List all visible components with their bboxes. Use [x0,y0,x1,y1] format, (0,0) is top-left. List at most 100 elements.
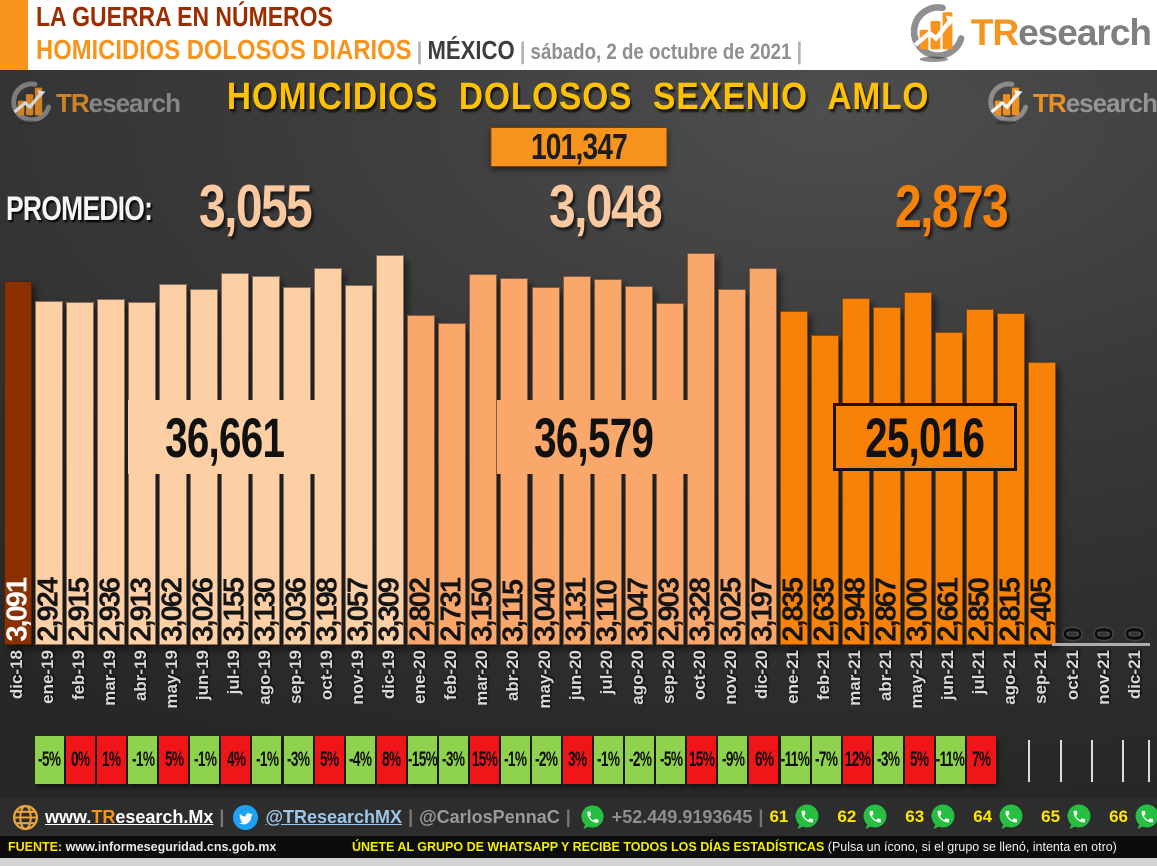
bar-column-nov-19: 3,057 [342,70,375,645]
bar [655,303,684,645]
bar-value-label: 2,867 [870,579,903,642]
month-label: sep-20 [658,650,678,704]
bar-column-ene-20: 2,802 [404,70,437,645]
month-label: sep-21 [1031,650,1051,704]
whatsapp-group-63[interactable]: 63 [905,803,957,831]
whatsapp-group-icon[interactable] [929,803,957,831]
bar-column-mar-21: 2,948 [840,70,872,645]
pct-cell-jun-21: -11% [935,736,965,784]
twitter-handle-link[interactable]: @TResearchMX [265,806,403,827]
bar-value-label: 2,936 [94,579,127,642]
bar-value-label: 3,130 [249,579,282,642]
twitter-icon[interactable] [232,804,259,831]
brand-prefix: TR [1033,87,1067,118]
pct-axis-tick [1028,740,1031,782]
month-label: dic-18 [6,650,26,700]
whatsapp-groups: 61 62 63 64 65 66 [769,803,1157,831]
period-total-2019: 36,661 [128,400,322,474]
bar [873,307,902,645]
bar-value-label: 3,150 [466,579,499,642]
month-label: abr-20 [503,650,523,702]
bar-value-label: 2,903 [653,579,686,642]
bar-column-dic-19: 3,309 [374,70,406,645]
whatsapp-group-icon[interactable] [1133,803,1157,831]
bar-value-label: 3,091 [1,579,33,642]
pct-axis-tick [1148,740,1150,782]
whatsapp-group-icon[interactable] [793,803,821,831]
pct-axis-tick [1090,740,1093,782]
bar-column-oct-20: 3,328 [684,70,716,645]
separator: | [408,806,414,827]
bar-value-label: 3,057 [342,579,375,642]
whatsapp-group-icon[interactable] [1065,803,1093,831]
pct-cell-jul-20: -1% [594,736,624,784]
whatsapp-cta: ÚNETE AL GRUPO DE WHATSAPP Y RECIBE TODO… [352,836,1117,858]
whatsapp-group-61[interactable]: 61 [769,803,821,831]
promedio-label: PROMEDIO: [6,190,153,228]
whatsapp-group-64[interactable]: 64 [973,803,1025,831]
bar [438,323,467,645]
whatsapp-group-62[interactable]: 62 [837,803,889,831]
bar-value-label: 0 [1121,629,1150,641]
bar-column-dic-18: 3,091 [1,70,33,645]
bar-column-sep-19: 3,036 [281,70,313,645]
month-label: oct-20 [689,650,709,701]
separator: | [796,38,803,65]
month-label: nov-20 [720,650,740,705]
whatsapp-group-number: 62 [837,807,857,826]
globe-icon [12,804,39,830]
bar-value-label: 3,000 [901,579,934,642]
month-label: feb-20 [441,650,461,701]
bar [3,280,32,645]
cta-note: (Pulsa un ícono, si el grupo se llenó, i… [827,840,1117,854]
personal-handle[interactable]: @CarlosPennaC [419,806,560,827]
whatsapp-group-icon[interactable] [997,803,1025,831]
pct-cell-jul-19: 4% [221,736,251,784]
pct-cell-oct-20: 15% [687,736,717,784]
phone-number[interactable]: +52.449.9193645 [611,806,753,827]
bar-column-may-19: 3,062 [156,70,188,645]
month-label: dic-21 [1124,650,1144,700]
whatsapp-group-66[interactable]: 66 [1109,803,1157,831]
month-label: oct-21 [1062,650,1082,701]
month-label: abr-21 [876,650,896,702]
average-2020: 3,048 [548,173,663,240]
header-text: LA GUERRA EN NÚMEROS HOMICIDIOS DOLOSOS … [36,1,943,68]
bar [407,315,436,645]
baseline-axis-line [1052,643,1150,646]
bar-value-label: 3,198 [311,579,344,642]
website-tr: TR [91,806,116,827]
brand-suffix: esearch [1065,87,1157,118]
whatsapp-group-number: 65 [1041,807,1061,826]
bar-value-label: 0 [1090,629,1119,641]
website-link[interactable]: www.TResearch.Mx [45,807,213,828]
source-label: FUENTE: [8,840,63,854]
website-suffix: esearch.Mx [115,806,214,827]
header: LA GUERRA EN NÚMEROS HOMICIDIOS DOLOSOS … [0,0,1157,70]
chart-title: HOMICIDIOS DOLOSOS SEXENIO AMLO [227,76,930,118]
bar-column-ago-20: 3,047 [622,70,655,645]
pct-cell-ene-20: -15% [408,736,438,784]
bar-column-abr-21: 2,867 [870,70,903,645]
pct-cell-dic-20: 6% [749,736,779,784]
bar-column-jul-21: 2,850 [964,70,996,645]
whatsapp-group-65[interactable]: 65 [1041,803,1093,831]
separator: | [219,806,225,827]
pct-cell-dic-19: 8% [376,736,406,784]
whatsapp-icon[interactable] [579,804,606,831]
pct-cell-mar-21: 12% [842,736,872,784]
bar-value-label: 3,047 [622,579,655,642]
bar-column-jul-20: 3,110 [591,70,623,645]
bar-column-nov-20: 3,025 [715,70,747,645]
source-url: www.informeseguridad.cns.gob.mx [65,840,277,854]
header-accent-bar [0,0,28,70]
bar-column-mar-19: 2,936 [94,70,127,645]
bar-column-abr-19: 2,913 [125,70,157,645]
months-axis: dic-18 ene-19 feb-19 mar-19 abr-19 may-19 jun-… [0,650,1157,742]
bar-value-label: 2,405 [1025,579,1058,642]
bar-value-label: 2,802 [404,579,437,642]
bar [376,255,405,645]
pct-cell-ago-19: -1% [252,736,282,784]
bar [811,334,840,645]
whatsapp-group-icon[interactable] [861,803,889,831]
